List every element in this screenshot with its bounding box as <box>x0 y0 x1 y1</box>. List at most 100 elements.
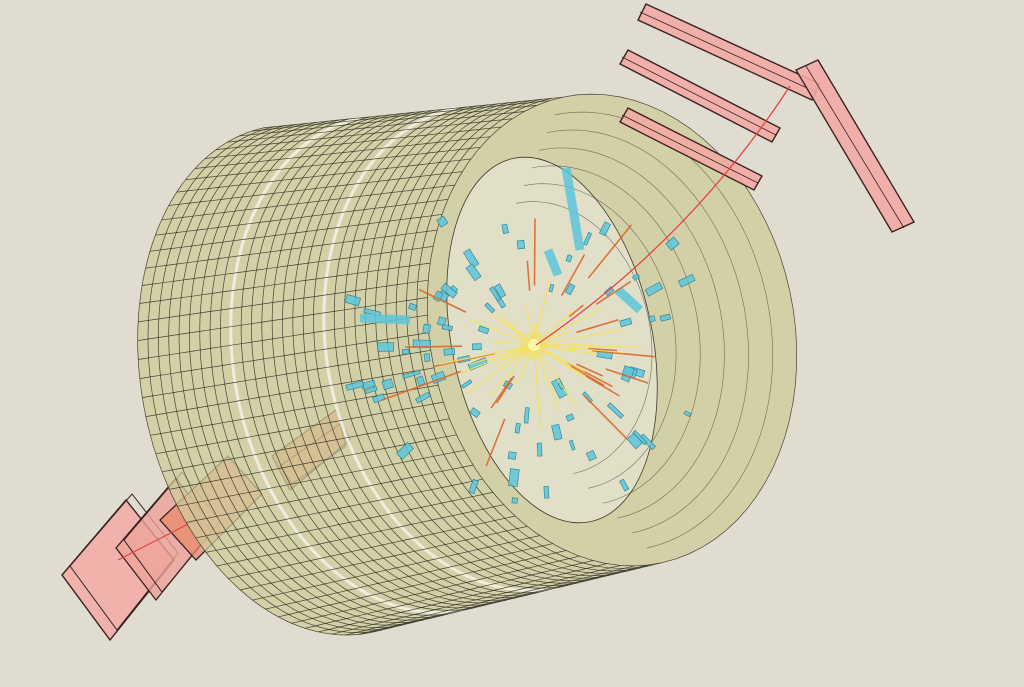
tracker-hit <box>599 221 611 237</box>
tracker-hit <box>585 449 597 462</box>
calorimeter-sector-line <box>278 550 566 618</box>
calorimeter-sector-line <box>139 262 431 304</box>
yellow-track <box>492 340 535 346</box>
orange-track <box>576 319 619 334</box>
tracker-hit <box>372 393 386 404</box>
yellow-track <box>496 311 535 346</box>
tracker-hit-column <box>543 248 563 277</box>
orange-track <box>418 288 467 313</box>
primary-vertex <box>528 339 540 351</box>
tracker-hit <box>436 215 449 228</box>
tracker-hit <box>396 442 415 460</box>
orange-track <box>568 304 584 318</box>
orange-track <box>405 345 463 348</box>
calorimeter-sector-line <box>331 565 621 635</box>
tracker-hit <box>450 284 459 293</box>
tracker-hit <box>401 348 410 355</box>
tracker-hit <box>415 391 431 404</box>
tracker-hit <box>432 290 444 303</box>
tracker-hit <box>665 236 680 251</box>
tracker-hit <box>626 432 643 450</box>
tracker-hit <box>511 497 518 504</box>
muon-chamber-2 <box>619 49 781 143</box>
tracker-hit <box>508 468 520 487</box>
tracker-hit <box>603 286 615 296</box>
calorimeter-sector-line <box>168 171 463 206</box>
yellow-track <box>468 318 535 346</box>
tracker-hit <box>606 402 624 419</box>
calorimeter-sector-line <box>345 565 635 636</box>
tracker-hit <box>683 410 692 418</box>
orange-track <box>588 347 618 352</box>
calorimeter-sector-line <box>251 100 550 132</box>
tracker-hit <box>465 263 482 282</box>
calorimeter-sector-line <box>195 478 483 539</box>
calorimeter-sector-line <box>216 504 504 567</box>
tracker-hit <box>443 348 456 356</box>
calorimeter-sector-line <box>155 199 448 236</box>
calorimeter-sector-line <box>162 418 450 473</box>
calorimeter-sector-line <box>205 492 493 553</box>
calorimeter-sector-line <box>205 126 501 159</box>
calorimeter-sector-line <box>264 96 563 128</box>
tracker-hit <box>494 283 507 299</box>
calorimeter-sector-line <box>318 563 607 633</box>
tracker-hit <box>523 407 530 424</box>
yellow-track <box>525 306 535 346</box>
tracker-hit <box>471 343 482 351</box>
muon-chamber-4-edge <box>805 65 905 229</box>
yellow-track <box>458 344 535 375</box>
orange-track <box>583 395 628 440</box>
yellow-track <box>533 328 624 346</box>
calorimeter-sector-line <box>215 118 513 150</box>
tracker-hit <box>557 382 565 390</box>
calorimeter-sector-line <box>252 535 540 601</box>
tracker-hit <box>461 379 473 389</box>
tracker-hit <box>564 283 576 296</box>
calorimeter-sector-line <box>239 105 537 137</box>
tracker-hit <box>516 239 526 250</box>
forward-muon-track <box>117 519 197 561</box>
tracker-hit <box>468 478 479 495</box>
tracker-hit <box>489 286 502 302</box>
tracker-hit <box>568 439 576 451</box>
tracker-hit <box>543 486 550 499</box>
orange-track <box>381 370 462 401</box>
yellow-track <box>533 344 540 413</box>
tracker-hit <box>344 294 362 307</box>
calorimeter-sector-line <box>139 332 429 379</box>
muon-chamber-4 <box>795 59 915 233</box>
yellow-track <box>533 344 643 348</box>
calorimeter-sector-line <box>177 449 465 507</box>
tracker-hit-column <box>614 286 644 314</box>
calorimeter-barrel <box>137 93 798 636</box>
muon-track <box>535 85 791 346</box>
orange-track <box>485 418 506 467</box>
orange-track <box>496 375 515 404</box>
muon-chamber-1 <box>637 3 821 101</box>
calorimeter-sector-line <box>240 526 528 591</box>
calorimeter-sector-line <box>142 246 434 286</box>
tracker-hit <box>619 478 630 492</box>
calorimeter-sector-line <box>161 184 455 221</box>
orange-track <box>533 218 536 286</box>
yellow-track <box>533 344 598 355</box>
tracker-hit <box>381 378 395 391</box>
muon-chamber-1-edge <box>639 11 817 93</box>
tracker-hit <box>631 273 641 281</box>
tracker-hit <box>484 302 496 314</box>
tracker-hit <box>565 413 575 422</box>
calorimeter-sector-line <box>137 297 428 341</box>
tracker-hit <box>422 323 432 334</box>
yellow-track <box>497 344 535 368</box>
tracker-hit <box>463 248 480 269</box>
muon-chamber-2-edge <box>621 56 777 136</box>
orange-track <box>595 280 632 305</box>
orange-track <box>587 224 633 279</box>
orange-track <box>570 365 605 387</box>
calorimeter-sector-line <box>150 384 439 436</box>
yellow-track <box>490 344 535 397</box>
orange-track <box>560 254 586 296</box>
tracker-hit <box>648 315 656 323</box>
